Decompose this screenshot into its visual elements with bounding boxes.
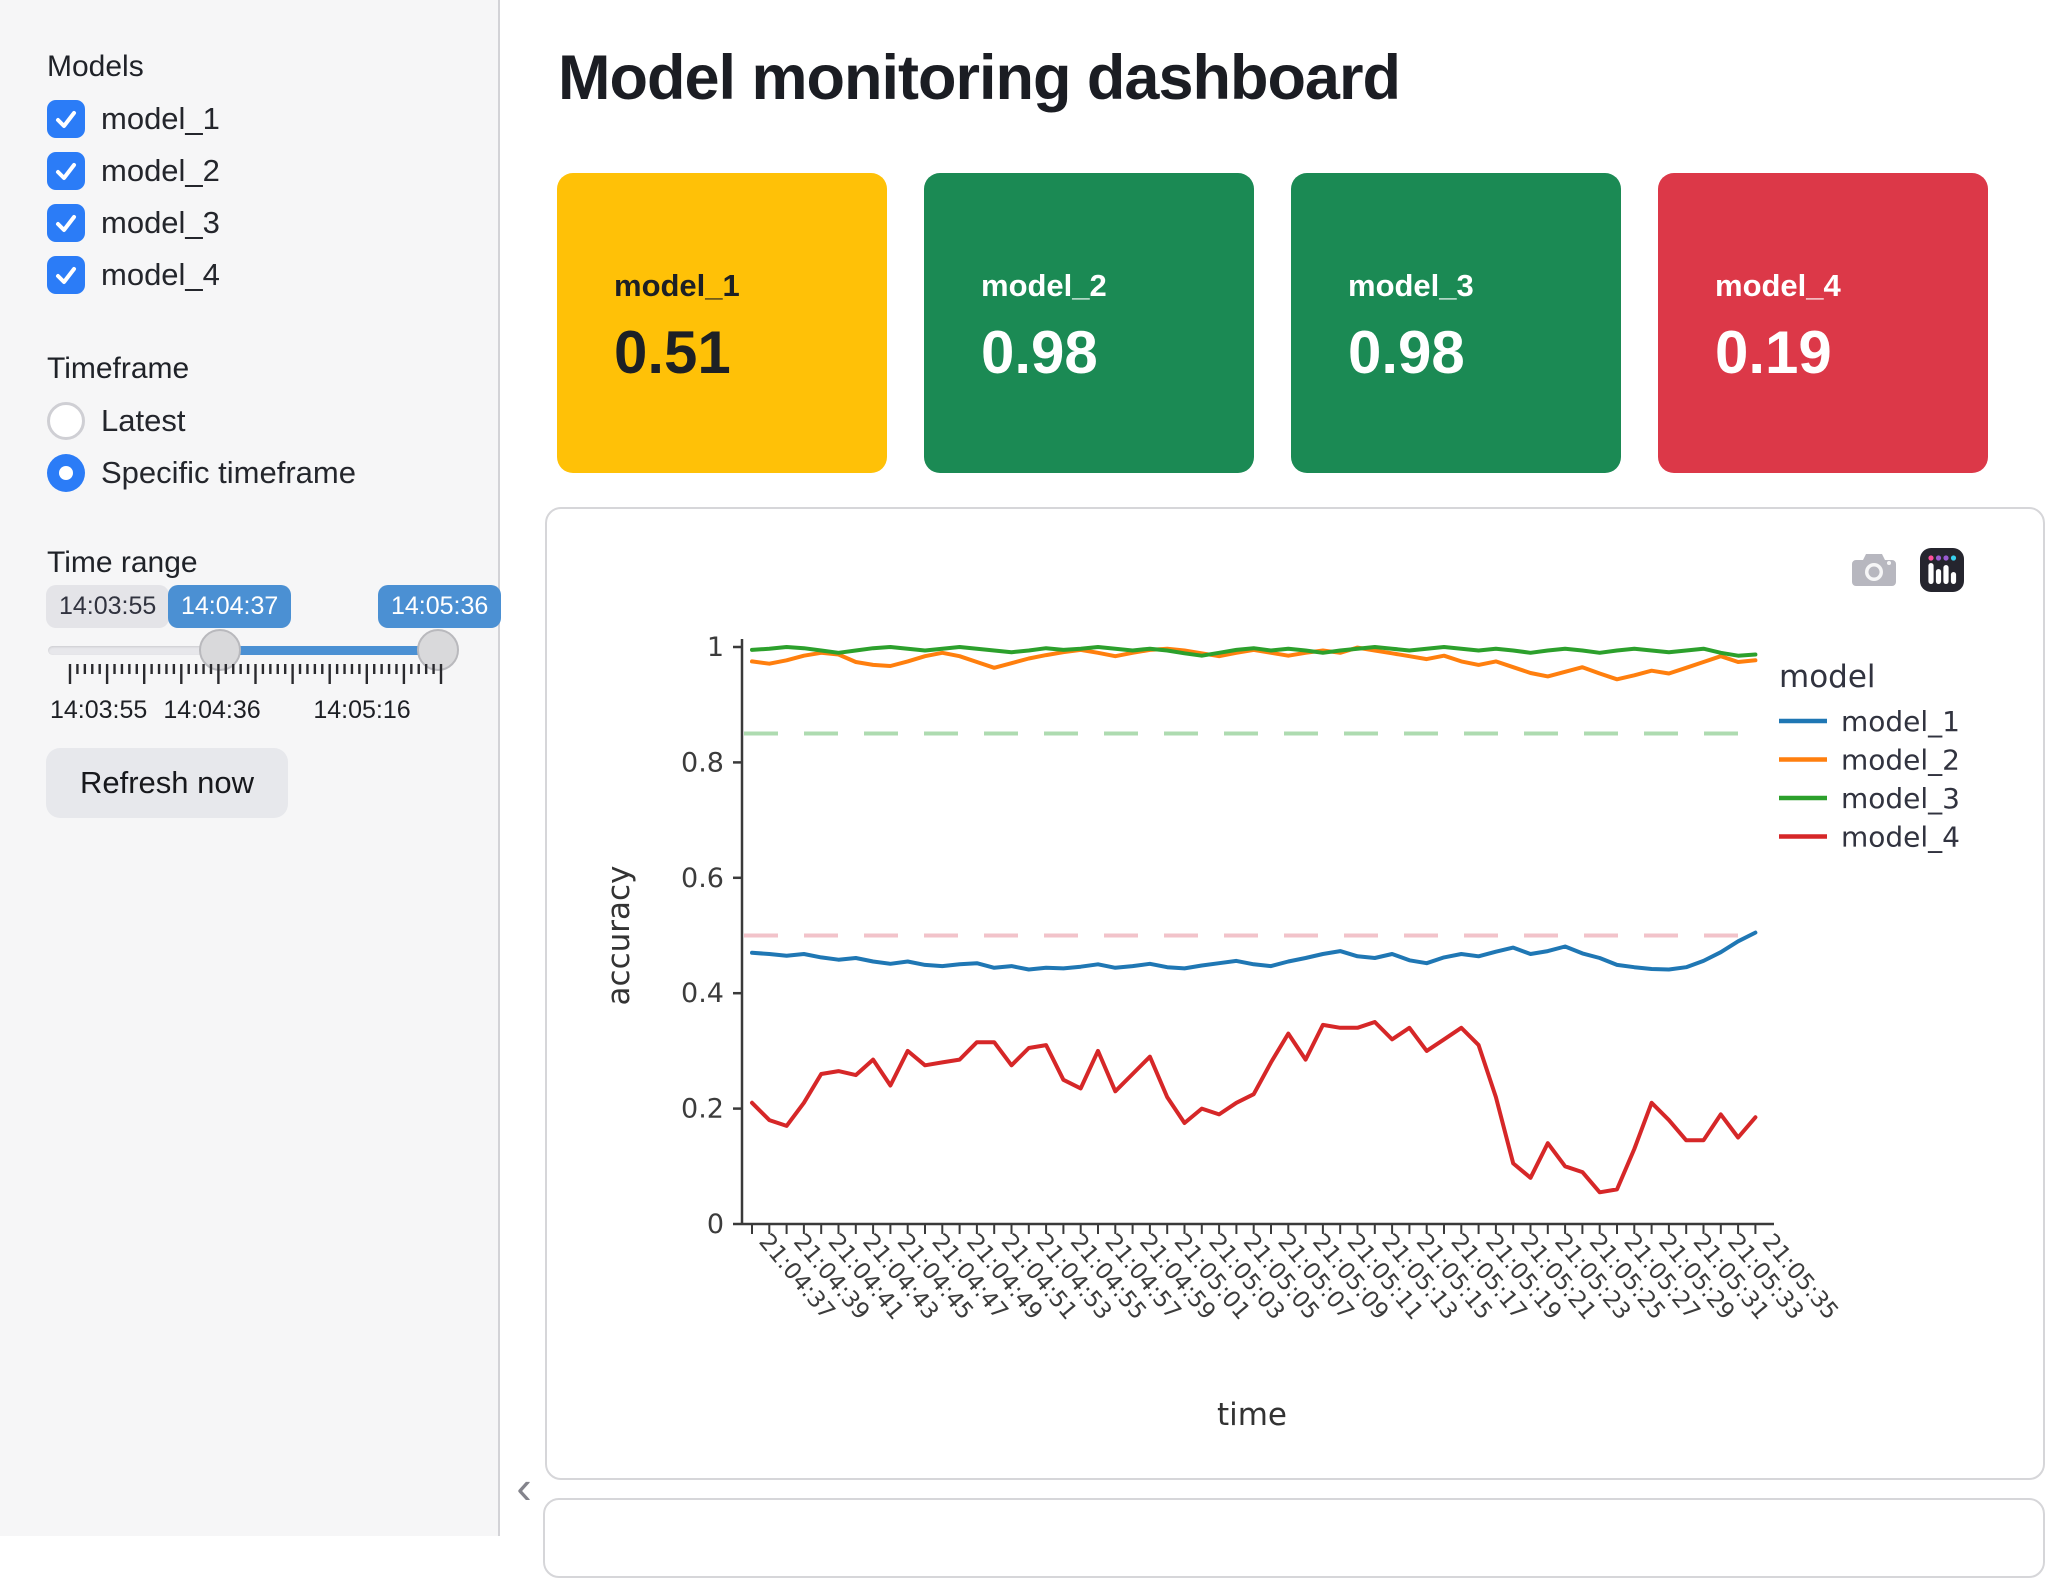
chart-modebar	[1851, 547, 1965, 598]
slider-track-active	[220, 646, 438, 655]
slider-to-badge: 14:05:36	[378, 585, 502, 628]
radio-latest[interactable]: Latest	[47, 402, 498, 440]
legend-label: model_4	[1841, 821, 1960, 854]
radio-circle[interactable]	[47, 402, 85, 440]
metric-label: model_2	[981, 268, 1107, 303]
slider-handle-to[interactable]	[417, 629, 459, 671]
y-tick-label: 0.2	[681, 1094, 724, 1125]
refresh-button[interactable]: Refresh now	[46, 748, 288, 818]
x-axis-title: time	[1217, 1397, 1287, 1433]
slider-tick-axis: 14:03:55 14:04:36 14:05:16	[50, 664, 443, 724]
legend-label: model_1	[1841, 705, 1960, 738]
sidebar-collapse-icon[interactable]: ‹	[516, 1461, 532, 1513]
checkbox-model_1[interactable]: model_1	[47, 100, 498, 138]
accuracy-chart: 00.20.40.60.8121:04:3721:04:3921:04:4121…	[601, 632, 1960, 1433]
time-range-slider: 14:03:55 14:04:37 14:05:36 14:03:55 14:04…	[0, 578, 502, 738]
slider-from-badge: 14:04:37	[168, 585, 292, 628]
axes: 00.20.40.60.8121:04:3721:04:3921:04:4121…	[681, 632, 1843, 1325]
checkbox-label: model_2	[101, 153, 220, 188]
metric-card-model_4: model_4 0.19	[1658, 173, 1988, 473]
metric-card-model_2: model_2 0.98	[924, 173, 1254, 473]
checkbox-model_2[interactable]: model_2	[47, 152, 498, 190]
models-section-label: Models	[47, 50, 144, 83]
time-range-section-label: Time range	[47, 546, 198, 579]
metric-value: 0.19	[1715, 319, 1832, 386]
timeframe-radio-group: Latest Specific timeframe	[47, 402, 498, 492]
checkbox-box[interactable]	[47, 100, 85, 138]
checkbox-box[interactable]	[47, 204, 85, 242]
series-line-model_1	[750, 930, 1758, 972]
chart-card: 0 0.2 0.4 0.6 0.8 1 21:04:37 21:04:39 21:04:41 21…	[545, 507, 2045, 1480]
legend-label: model_2	[1841, 744, 1960, 777]
metric-value: 0.51	[614, 319, 731, 386]
legend-item-model_4[interactable]: model_4	[1779, 821, 1960, 854]
series-line-model_4	[750, 1020, 1758, 1195]
checkbox-label: model_4	[101, 257, 220, 292]
slider-axis-label: 14:03:55	[50, 696, 147, 724]
model-checkbox-group: model_1 model_2 model_3 model_4	[47, 100, 498, 294]
radio-specific-timeframe[interactable]: Specific timeframe	[47, 454, 498, 492]
y-tick-label: 0.4	[681, 978, 724, 1009]
y-tick-label: 0.8	[681, 747, 724, 778]
checkbox-box[interactable]	[47, 152, 85, 190]
metric-label: model_3	[1348, 268, 1474, 303]
checkbox-label: model_3	[101, 205, 220, 240]
metric-value: 0.98	[1348, 319, 1465, 386]
timeframe-section-label: Timeframe	[47, 352, 190, 385]
slider-axis-label: 14:05:16	[313, 696, 410, 724]
checkbox-model_4[interactable]: model_4	[47, 256, 498, 294]
metric-value: 0.98	[981, 319, 1098, 386]
legend-item-model_2[interactable]: model_2	[1779, 744, 1960, 777]
slider-min-badge: 14:03:55	[46, 585, 170, 628]
metric-card-model_1: model_1 0.51	[557, 173, 887, 473]
next-section-card	[543, 1498, 2045, 1578]
radio-label: Specific timeframe	[101, 455, 356, 490]
legend-label: model_3	[1841, 782, 1960, 815]
checkbox-model_3[interactable]: model_3	[47, 204, 498, 242]
radio-label: Latest	[101, 403, 186, 438]
page-title: Model monitoring dashboard	[558, 43, 1401, 113]
checkbox-box[interactable]	[47, 256, 85, 294]
series-line-model_3	[750, 645, 1758, 658]
legend-title: model	[1779, 659, 1876, 695]
metric-label: model_4	[1715, 268, 1841, 303]
slider-axis-label: 14:04:36	[163, 696, 260, 724]
legend: model model_1 model_2 model_3 model_4	[1779, 659, 1960, 854]
sidebar: Models model_1 model_2 model_3 model_4 Time…	[0, 0, 502, 1536]
radio-circle[interactable]	[47, 454, 85, 492]
y-tick-label: 0	[707, 1209, 724, 1240]
y-tick-label: 1	[707, 632, 724, 663]
camera-icon[interactable]	[1851, 550, 1897, 595]
legend-item-model_3[interactable]: model_3	[1779, 782, 1960, 815]
legend-item-model_1[interactable]: model_1	[1779, 705, 1960, 738]
metric-label: model_1	[614, 268, 740, 303]
y-tick-label: 0.6	[681, 863, 724, 894]
metrics-row: model_1 0.51 model_2 0.98 model_3 0.98 model_4…	[557, 173, 1988, 473]
checkbox-label: model_1	[101, 101, 220, 136]
metric-card-model_3: model_3 0.98	[1291, 173, 1621, 473]
plotly-logo-icon[interactable]	[1919, 547, 1965, 598]
y-axis-title: accuracy	[601, 866, 637, 1006]
